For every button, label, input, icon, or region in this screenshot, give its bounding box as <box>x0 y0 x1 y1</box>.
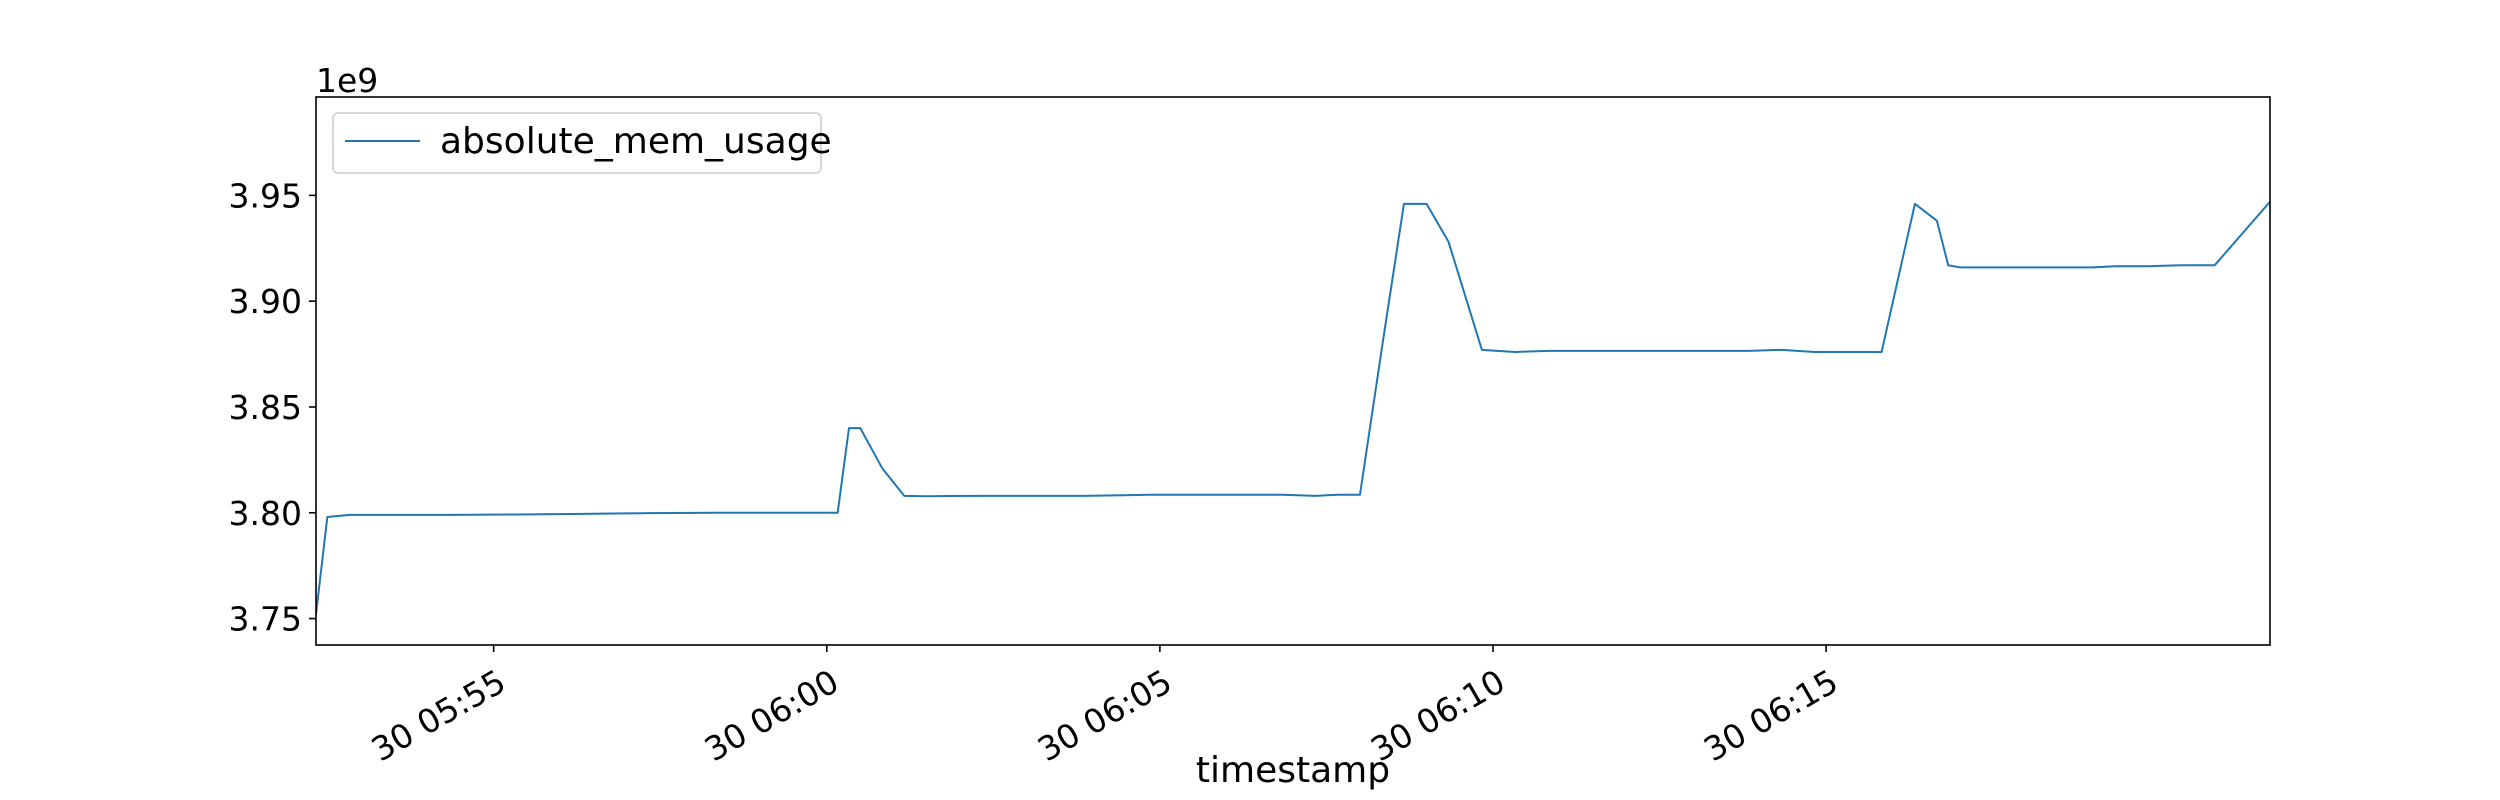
data-point <box>2069 267 2071 269</box>
data-point <box>1969 267 1971 269</box>
data-point <box>1448 241 1450 243</box>
data-point <box>1947 264 1949 266</box>
y-tick-label: 3.95 <box>229 176 302 215</box>
data-point <box>1714 350 1716 352</box>
data-point <box>981 495 983 497</box>
data-point <box>2003 267 2005 269</box>
data-point <box>2214 264 2216 266</box>
data-point <box>1181 494 1183 496</box>
data-point <box>1881 351 1883 353</box>
data-point <box>1215 494 1217 496</box>
data-point <box>2025 267 2027 269</box>
data-point <box>2181 264 2183 266</box>
legend-label: absolute_mem_usage <box>440 121 832 162</box>
data-point <box>1015 495 1017 497</box>
data-point <box>1581 350 1583 352</box>
data-point <box>1781 349 1783 351</box>
x-axis: 30 05:55 30 06:00 30 06:05 30 06:10 30 06:15 <box>365 645 1845 769</box>
y-tick-label: 3.85 <box>229 388 302 427</box>
data-point <box>1959 267 1961 269</box>
data-point <box>2047 267 2049 269</box>
data-point <box>448 514 450 516</box>
data-point <box>1981 267 1983 269</box>
data-point <box>715 512 717 514</box>
data-point <box>1548 350 1550 352</box>
data-point <box>1248 494 1250 496</box>
data-point <box>926 495 928 497</box>
data-point <box>648 512 650 514</box>
data-point <box>1115 495 1117 497</box>
data-point <box>2092 267 2094 269</box>
data-point <box>815 512 817 514</box>
data-point <box>859 427 861 429</box>
data-point <box>1337 494 1339 496</box>
data-point <box>1514 351 1516 353</box>
data-point <box>382 514 384 516</box>
data-point <box>1403 203 1405 205</box>
data-point <box>1148 494 1150 496</box>
data-point <box>515 514 517 516</box>
data-point <box>327 516 329 518</box>
data-point <box>582 513 584 515</box>
data-point <box>881 468 883 470</box>
data-point <box>837 512 839 514</box>
data-point <box>1681 350 1683 352</box>
data-point <box>826 512 828 514</box>
y-tick-label: 3.80 <box>229 494 302 533</box>
data-point <box>1914 203 1916 205</box>
x-axis-label: timestamp <box>1196 750 1390 791</box>
x-tick-label: 30 06:05 <box>1031 662 1178 770</box>
data-point <box>1814 351 1816 353</box>
data-point <box>1081 495 1083 497</box>
data-point <box>1281 494 1283 496</box>
data-point <box>1847 351 1849 353</box>
data-point <box>1359 494 1361 496</box>
data-point <box>1315 495 1317 497</box>
data-point <box>848 427 850 429</box>
data-point <box>1648 350 1650 352</box>
data-point <box>903 495 905 497</box>
data-point <box>1936 220 1938 222</box>
data-point <box>2114 265 2116 267</box>
data-point <box>1426 203 1428 205</box>
data-point <box>1481 349 1483 351</box>
data-point <box>1048 495 1050 497</box>
y-tick-label: 3.75 <box>229 600 302 639</box>
legend: absolute_mem_usage <box>333 113 832 173</box>
x-tick-label: 30 06:15 <box>1697 662 1844 770</box>
data-point <box>349 514 351 516</box>
y-offset-text: 1e9 <box>316 61 378 100</box>
data-point <box>1381 347 1383 349</box>
data-point <box>782 512 784 514</box>
plot-background <box>316 97 2270 645</box>
data-point <box>2147 265 2149 267</box>
y-axis: 3.75 3.80 3.85 3.90 3.95 <box>229 176 316 638</box>
data-point <box>1748 350 1750 352</box>
y-tick-label: 3.90 <box>229 282 302 321</box>
x-tick-label: 30 05:55 <box>365 662 512 770</box>
x-tick-label: 30 06:00 <box>698 662 845 770</box>
data-point <box>1614 350 1616 352</box>
data-point <box>948 495 950 497</box>
